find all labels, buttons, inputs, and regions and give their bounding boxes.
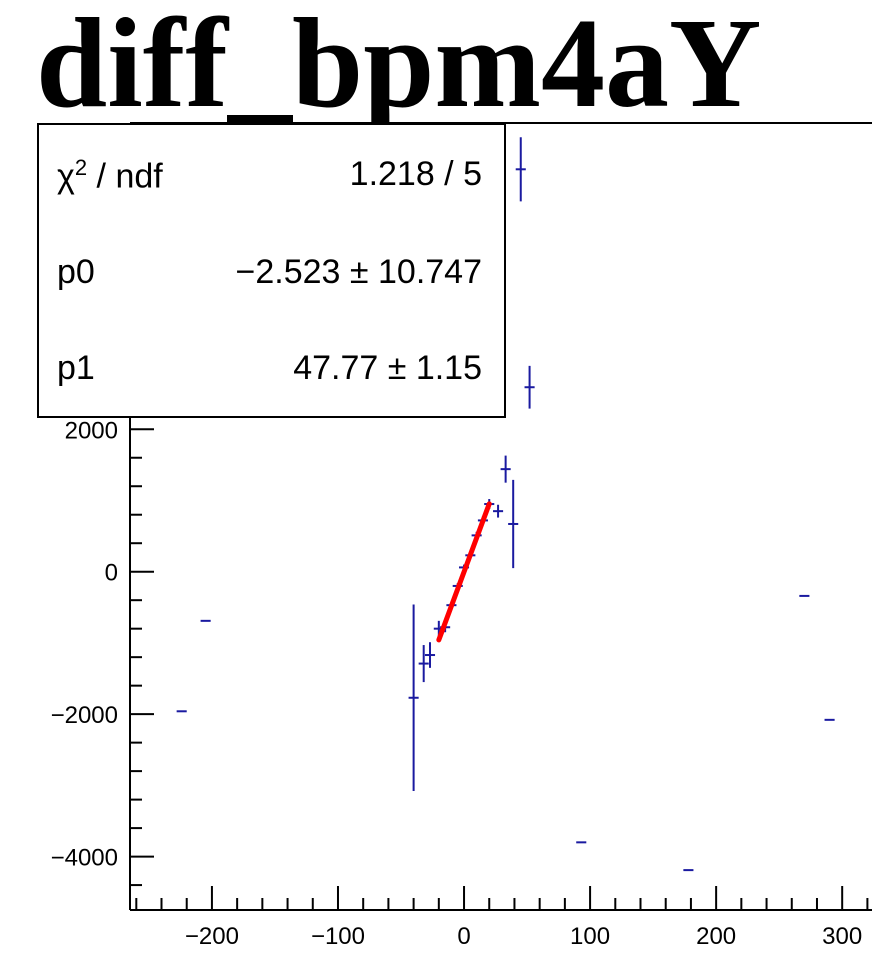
data-point	[524, 365, 535, 409]
stat-row-p1: p1 47.77 ± 1.15	[39, 349, 504, 409]
axis-ticks	[130, 143, 869, 910]
y-tick-label: −2000	[51, 702, 118, 729]
x-tick-label: 100	[570, 923, 610, 950]
data-point	[500, 455, 511, 483]
stat-value-p1: 47.77 ± 1.15	[293, 349, 482, 387]
chart-title: diff_bpm4aY	[36, 0, 762, 134]
stat-row-p0: p0 −2.523 ± 10.747	[39, 253, 504, 313]
data-point	[408, 604, 419, 792]
stat-name-chi2: χ2 / ndf	[57, 155, 163, 196]
stat-value-p0: −2.523 ± 10.747	[235, 253, 482, 291]
x-tick-label: −100	[311, 923, 365, 950]
axis-tick-labels: −200 −100 0 100 200 300 −4000 −2000 0 2000	[51, 417, 863, 950]
x-tick-label: −200	[185, 923, 239, 950]
y-tick-label: 0	[105, 560, 118, 587]
data-point	[424, 642, 436, 668]
data-point	[418, 645, 429, 683]
x-tick-label: 200	[696, 923, 736, 950]
y-tick-label: 2000	[65, 417, 118, 444]
fit-line-group	[436, 501, 492, 643]
fit-stats-box: χ2 / ndf 1.218 / 5 p0 −2.523 ± 10.747 p1…	[37, 123, 506, 418]
stat-row-chi2: χ2 / ndf 1.218 / 5	[39, 155, 504, 215]
x-tick-label: 0	[457, 923, 470, 950]
stat-name-p1: p1	[57, 349, 95, 387]
y-tick-label: −4000	[51, 845, 118, 872]
stat-name-p0: p0	[57, 253, 95, 291]
data-point	[508, 479, 519, 569]
data-point	[493, 504, 504, 518]
x-tick-label: 300	[822, 923, 862, 950]
fit-line	[436, 501, 492, 643]
data-point	[515, 137, 526, 202]
stat-value-chi2: 1.218 / 5	[349, 155, 482, 193]
